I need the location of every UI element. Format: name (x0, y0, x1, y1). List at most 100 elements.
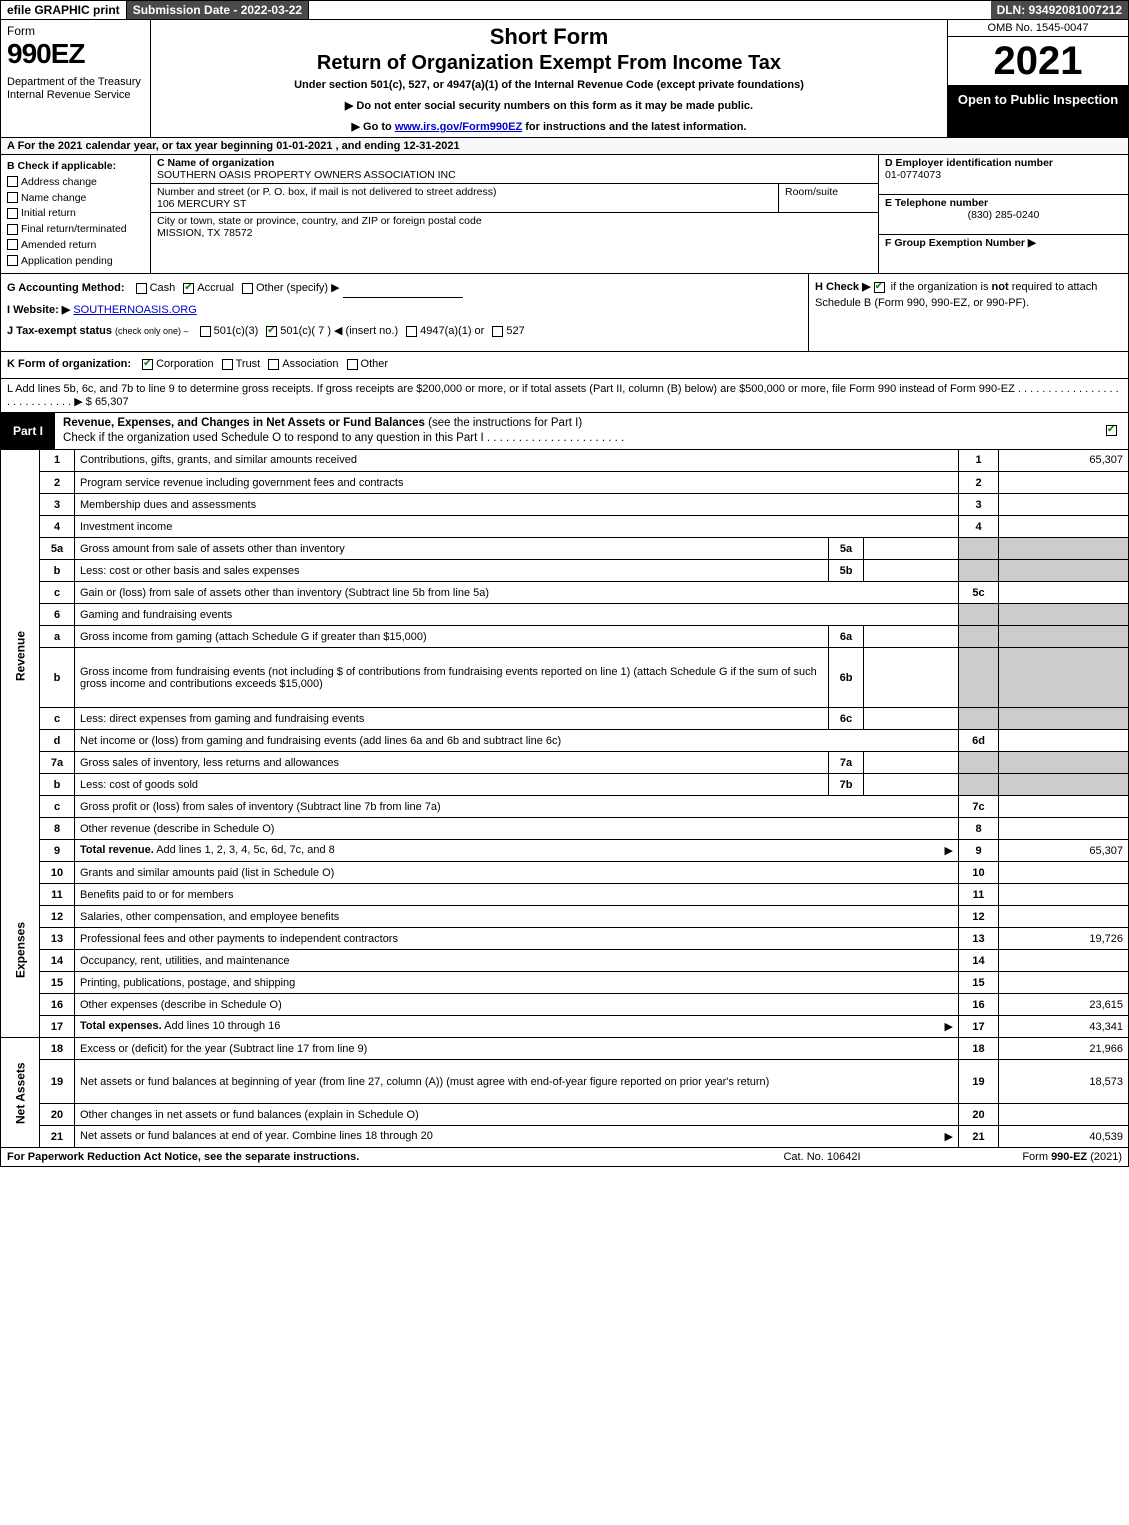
g-opt-2[interactable]: Other (specify) ▶ (242, 282, 340, 294)
line-17: 17Total expenses. Add lines 10 through 1… (1, 1016, 1129, 1038)
g-chk-1[interactable] (183, 283, 194, 294)
i-label: I Website: ▶ (7, 304, 70, 316)
colb-chk-1[interactable] (7, 192, 18, 203)
k-chk-3[interactable] (347, 359, 358, 370)
colb-chk-5[interactable] (7, 255, 18, 266)
sublineno: 7a (829, 752, 864, 774)
colb-opt-4[interactable]: Amended return (7, 238, 144, 254)
footer-right-bold: 990-EZ (1051, 1151, 1087, 1163)
row-k: K Form of organization: CorporationTrust… (0, 352, 1129, 379)
colb-opt-5[interactable]: Application pending (7, 254, 144, 270)
tax-year: 2021 (948, 37, 1128, 86)
desc: Membership dues and assessments (75, 494, 959, 516)
desc: Salaries, other compensation, and employ… (75, 906, 959, 928)
j-chk-1[interactable] (266, 326, 277, 337)
amt: 43,341 (999, 1016, 1129, 1038)
desc: Net income or (loss) from gaming and fun… (75, 730, 959, 752)
desc: Investment income (75, 516, 959, 538)
j-chk-0[interactable] (200, 326, 211, 337)
topbar: efile GRAPHIC print Submission Date - 20… (0, 0, 1129, 20)
part-1-check-line: Check if the organization used Schedule … (63, 432, 624, 444)
colb-chk-0[interactable] (7, 176, 18, 187)
k-opt-3[interactable]: Other (347, 358, 389, 370)
g-chk-0[interactable] (136, 283, 147, 294)
amt (999, 472, 1129, 494)
line-16: 16Other expenses (describe in Schedule O… (1, 994, 1129, 1016)
amt: 65,307 (999, 450, 1129, 472)
colb-opt-1[interactable]: Name change (7, 191, 144, 207)
rlineno (959, 604, 999, 626)
rlineno: 18 (959, 1038, 999, 1060)
header-left: Form 990EZ Department of the Treasury In… (1, 20, 151, 137)
colb-opt-2[interactable]: Initial return (7, 206, 144, 222)
irs-link[interactable]: www.irs.gov/Form990EZ (395, 121, 522, 133)
amt (999, 972, 1129, 994)
j-opt-1[interactable]: 501(c)( 7 ) ◀ (insert no.) (266, 325, 398, 337)
j-opt-2[interactable]: 4947(a)(1) or (406, 325, 484, 337)
amt: 65,307 (999, 840, 1129, 862)
desc: Other expenses (describe in Schedule O) (75, 994, 959, 1016)
desc: Gross income from fundraising events (no… (75, 648, 829, 708)
lineno: 15 (40, 972, 75, 994)
j-chk-2[interactable] (406, 326, 417, 337)
rlineno: 3 (959, 494, 999, 516)
row-h: H Check ▶ if the organization is not req… (808, 274, 1128, 351)
col-b-header: B Check if applicable: (7, 159, 144, 175)
open-to-public: Open to Public Inspection (948, 86, 1128, 137)
desc: Less: cost of goods sold (75, 774, 829, 796)
k-opt-2[interactable]: Association (268, 358, 338, 370)
lineno: c (40, 796, 75, 818)
colb-opt-0[interactable]: Address change (7, 175, 144, 191)
colb-opt-3[interactable]: Final return/terminated (7, 222, 144, 238)
desc: Gross profit or (loss) from sales of inv… (75, 796, 959, 818)
j-chk-3[interactable] (492, 326, 503, 337)
line-a: A For the 2021 calendar year, or tax yea… (0, 138, 1129, 155)
lineno: 12 (40, 906, 75, 928)
efile-label[interactable]: efile GRAPHIC print (1, 1, 127, 19)
amt (999, 516, 1129, 538)
k-chk-1[interactable] (222, 359, 233, 370)
j-opt-3[interactable]: 527 (492, 325, 524, 337)
lineno: 11 (40, 884, 75, 906)
line-6a: aGross income from gaming (attach Schedu… (1, 626, 1129, 648)
website-link[interactable]: SOUTHERNOASIS.ORG (73, 304, 196, 316)
desc: Contributions, gifts, grants, and simila… (75, 450, 959, 472)
footer-left: For Paperwork Reduction Act Notice, see … (7, 1151, 722, 1163)
g-opt-1[interactable]: Accrual (183, 282, 234, 294)
desc: Total revenue. Add lines 1, 2, 3, 4, 5c,… (75, 840, 959, 862)
row-c-city: City or town, state or province, country… (151, 213, 878, 273)
rlineno: 5c (959, 582, 999, 604)
title-short-form: Short Form (159, 24, 939, 50)
k-chk-0[interactable] (142, 359, 153, 370)
amt (999, 1104, 1129, 1126)
desc: Other revenue (describe in Schedule O) (75, 818, 959, 840)
part-1-checkbox[interactable] (1106, 425, 1117, 436)
j-opt-0[interactable]: 501(c)(3) (200, 325, 259, 337)
amt (999, 538, 1129, 560)
lineno: 1 (40, 450, 75, 472)
sublineno: 5b (829, 560, 864, 582)
desc: Excess or (deficit) for the year (Subtra… (75, 1038, 959, 1060)
k-opt-0[interactable]: Corporation (142, 358, 213, 370)
g-chk-2[interactable] (242, 283, 253, 294)
colb-chk-2[interactable] (7, 208, 18, 219)
g-label: G Accounting Method: (7, 282, 125, 294)
rlineno: 16 (959, 994, 999, 1016)
dept-label: Department of the Treasury Internal Reve… (7, 76, 144, 102)
colb-chk-3[interactable] (7, 224, 18, 235)
h-checkbox[interactable] (874, 282, 885, 293)
amt (999, 906, 1129, 928)
sublineno: 5a (829, 538, 864, 560)
g-opt-0[interactable]: Cash (136, 282, 176, 294)
lineno: b (40, 774, 75, 796)
k-opt-1[interactable]: Trust (222, 358, 261, 370)
rlineno: 17 (959, 1016, 999, 1038)
k-chk-2[interactable] (268, 359, 279, 370)
amt: 18,573 (999, 1060, 1129, 1104)
form-header: Form 990EZ Department of the Treasury In… (0, 20, 1129, 138)
l-text: L Add lines 5b, 6c, and 7b to line 9 to … (7, 383, 1119, 408)
sublineno: 6a (829, 626, 864, 648)
desc: Gross amount from sale of assets other t… (75, 538, 829, 560)
lineno: 14 (40, 950, 75, 972)
colb-chk-4[interactable] (7, 239, 18, 250)
